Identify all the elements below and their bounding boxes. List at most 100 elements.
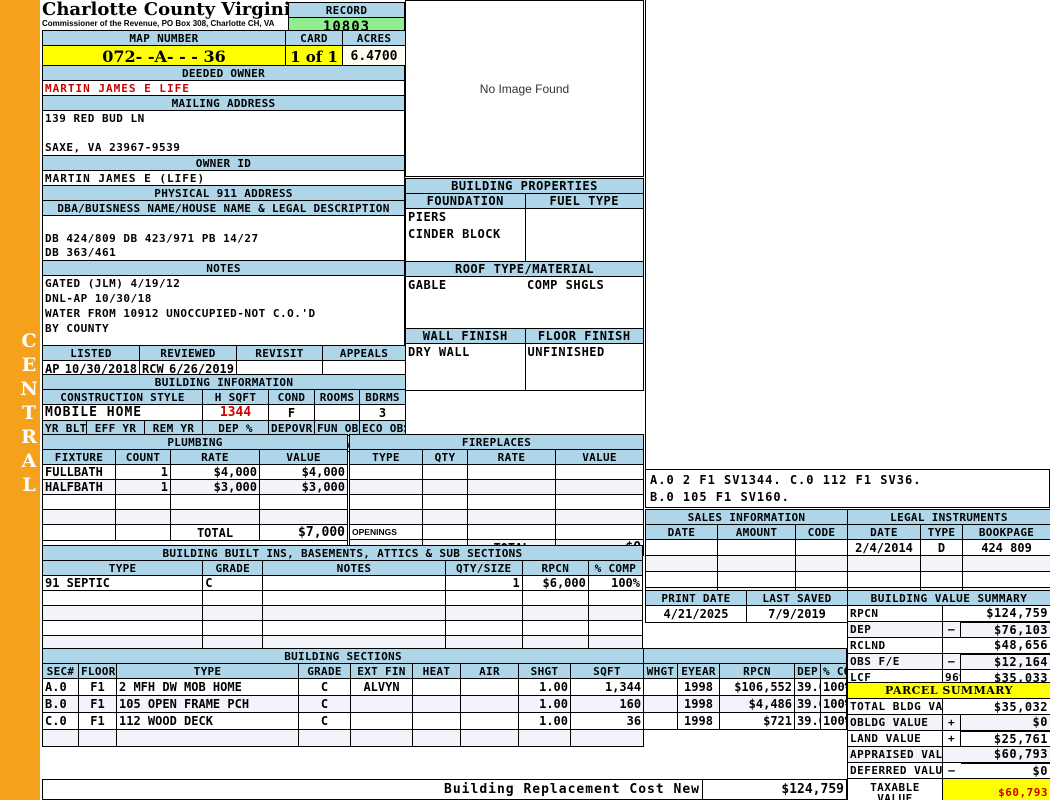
parcel-value: $35,032 xyxy=(960,698,1050,715)
section-whgt xyxy=(643,695,678,713)
plumbing-fixture xyxy=(42,494,116,510)
legal-description-panel: DBA/BUISNESS NAME/HOUSE NAME & LEGAL DES… xyxy=(42,200,405,366)
section-sqft: 36 xyxy=(569,712,645,730)
print-info-spacer xyxy=(645,622,848,647)
sections-col-air: AIR xyxy=(460,663,519,679)
last-saved-value: 7/9/2019 xyxy=(746,605,848,623)
plumbing-fixture: FULLBATH xyxy=(42,464,116,480)
parcel-summary-panel: PARCEL SUMMARY TOTAL BLDG VALUE $35,032 … xyxy=(847,682,1050,800)
parcel-label: OBLDG VALUE xyxy=(847,714,943,731)
listed-label: LISTED xyxy=(42,345,140,361)
sales-information-label: SALES INFORMATION xyxy=(644,509,849,525)
instr-col-bookpage: BOOKPAGE xyxy=(961,524,1050,540)
parcel-label: APPRAISED VALUE xyxy=(847,746,943,763)
fireplace-spacer-1 xyxy=(467,524,556,540)
plumbing-value: $4,000 xyxy=(258,464,349,480)
sale-code xyxy=(794,539,849,556)
fuel-type-line-2 xyxy=(524,225,644,243)
table-row xyxy=(645,539,849,556)
no-image-found-text: No Image Found xyxy=(479,81,570,96)
section-rpcn: $721 xyxy=(719,712,795,730)
builtins-col-notes: NOTES xyxy=(262,560,446,576)
parcel-label: TOTAL BLDG VALUE xyxy=(847,698,943,715)
physical-address-label: PHYSICAL 911 ADDRESS xyxy=(42,185,405,201)
section-air xyxy=(460,712,519,730)
plumbing-rate: $4,000 xyxy=(170,464,260,480)
foundation-label: FOUNDATION xyxy=(405,193,526,209)
parcel-value: $60,793 xyxy=(960,746,1050,763)
instr-date xyxy=(847,571,921,588)
legal-line-2: DB 424/809 DB 423/971 PB 14/27 xyxy=(42,230,405,246)
plumbing-count: 1 xyxy=(115,464,171,480)
section-rpcn: $106,552 xyxy=(719,678,795,696)
parcel-sign: + xyxy=(942,714,961,731)
wall-finish-value: DRY WALL xyxy=(405,343,526,361)
bvs-sign: – xyxy=(942,653,961,670)
section-comp: 100% xyxy=(819,678,848,696)
sections-col-shgt: SHGT xyxy=(518,663,571,679)
record-label: RECORD xyxy=(288,2,405,18)
builtin-comp: 100% xyxy=(587,575,644,591)
building-value-summary-label: BUILDING VALUE SUMMARY xyxy=(846,590,1050,606)
section-rpcn: $4,486 xyxy=(719,695,795,713)
builtin-rpcn xyxy=(521,620,589,636)
sketch-panel[interactable]: A.0 2 F1 SV1344. C.0 112 F1 SV36. B.0 10… xyxy=(645,0,1050,470)
builtin-grade xyxy=(202,590,264,606)
reviewed-label: REVIEWED xyxy=(139,345,237,361)
replacement-cost-panel: Building Replacement Cost New $124,759 xyxy=(42,779,847,800)
fireplace-value xyxy=(554,494,645,510)
parcel-sign xyxy=(942,698,961,715)
fireplace-type xyxy=(349,464,423,480)
listed-value: AP 10/30/2018 xyxy=(42,360,140,377)
fireplace-rate xyxy=(467,509,556,525)
table-row: RCLND $48,656 xyxy=(847,637,1050,654)
table-row: 1998 $721 39.0 100% xyxy=(643,712,848,730)
builtin-comp xyxy=(587,620,644,636)
section-extfin: ALVYN xyxy=(350,678,413,696)
bvs-sign xyxy=(942,605,961,622)
replacement-cost-value: $124,759 xyxy=(702,779,847,800)
section-heat xyxy=(412,678,461,696)
photo-panel[interactable]: No Image Found xyxy=(405,0,644,177)
fireplaces-col-value: VALUE xyxy=(554,449,645,465)
construction-style-value: MOBILE HOME xyxy=(42,404,203,421)
cond-label: COND xyxy=(268,389,315,405)
section-shgt: 1.00 xyxy=(518,712,571,730)
notes-line-1: GATED (JLM) 4/19/12 xyxy=(42,275,405,291)
revisit-label: REVISIT xyxy=(236,345,323,361)
section-air xyxy=(460,729,519,747)
section-sec xyxy=(42,729,79,747)
section-dep: 39.0 xyxy=(794,712,821,730)
section-whgt xyxy=(643,678,678,696)
section-type: 105 OPEN FRAME PCH xyxy=(116,695,299,713)
section-heat xyxy=(412,695,461,713)
fuel-type-spacer xyxy=(524,242,644,262)
built-ins-label: BUILDING BUILT INS, BASEMENTS, ATTICS & … xyxy=(42,545,643,561)
bdrms-label: BDRMS xyxy=(358,389,407,405)
building-sections-label: BUILDING SECTIONS xyxy=(41,648,645,664)
bvs-sign xyxy=(942,637,961,654)
fireplace-value xyxy=(554,464,645,480)
instr-bookpage: 424 809 xyxy=(961,539,1050,556)
table-row: 1998 $4,486 39.0 100% xyxy=(643,695,848,713)
notes-label: NOTES xyxy=(42,260,405,276)
building-sections-panel-right: WHGT EYEAR RPCN DEP % COMP 1998 $106,552… xyxy=(642,648,848,730)
table-row xyxy=(349,509,645,525)
rooms-value xyxy=(314,404,360,421)
fuel-type-line-1 xyxy=(524,208,644,226)
bvs-sign: – xyxy=(942,621,961,638)
fireplace-spacer-2 xyxy=(554,524,645,540)
builtins-col-grade: GRADE xyxy=(202,560,264,576)
plumbing-rate xyxy=(170,509,260,525)
map-number-row: MAP NUMBER CARD ACRES 072- -A- - - 36 1 … xyxy=(42,30,406,68)
table-row xyxy=(42,494,349,510)
plumbing-panel: PLUMBING FIXTURE COUNT RATE VALUE FULLBA… xyxy=(41,434,349,556)
bvs-label: RCLND xyxy=(847,637,943,654)
section-sqft xyxy=(569,729,645,747)
sections-col-whgt: WHGT xyxy=(643,663,678,679)
table-row: APPRAISED VALUE $60,793 xyxy=(847,746,1050,763)
table-row: LCF 96% $35,033 xyxy=(847,669,1050,686)
owner-id-label: OWNER ID xyxy=(42,155,405,171)
plumbing-col-value: VALUE xyxy=(258,449,349,465)
sections-col-rpcn: RPCN xyxy=(719,663,795,679)
